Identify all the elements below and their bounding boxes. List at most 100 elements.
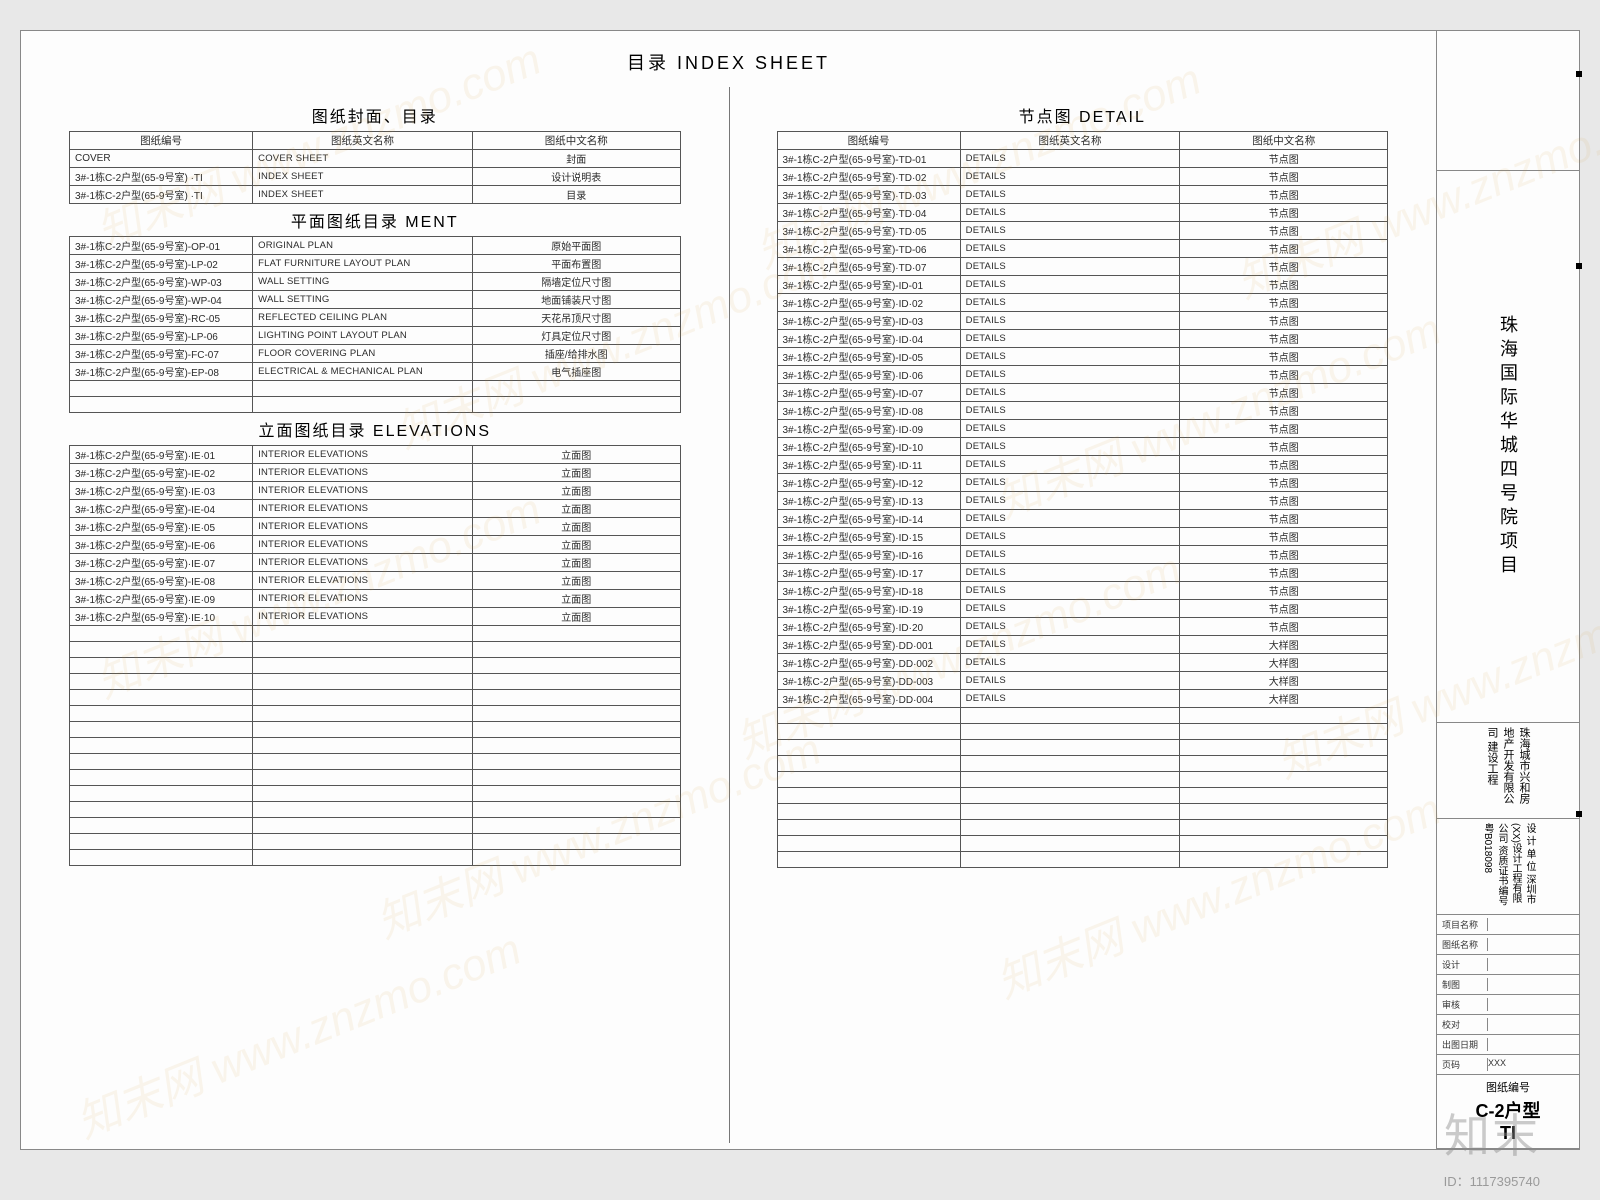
cell: 大样图 [1180, 690, 1388, 708]
table-row: 3#-1栋C-2户型(65-9号室) ·TIINDEX SHEET目录 [70, 186, 681, 204]
table-row: 3#-1栋C-2户型(65-9号室)-LP-02FLAT FURNITURE L… [70, 255, 681, 273]
table-row: 3#-1栋C-2户型(65-9号室)-TD-01DETAILS节点图 [777, 150, 1388, 168]
table-row-blank [777, 820, 1388, 836]
table-row: 3#-1栋C-2户型(65-9号室)·ID·06DETAILS节点图 [777, 366, 1388, 384]
table-row: COVERCOVER SHEET封面 [70, 150, 681, 168]
table-row: 3#-1栋C-2户型(65-9号室)·ID·02DETAILS节点图 [777, 294, 1388, 312]
col-header: 图纸英文名称 [960, 132, 1180, 150]
cell: DETAILS [960, 330, 1180, 348]
tb-meta-row: 制图 [1437, 975, 1579, 995]
tb-meta-value [1488, 918, 1574, 931]
table-row: 3#-1栋C-2户型(65-9号室)·ID·04DETAILS节点图 [777, 330, 1388, 348]
id-stamp: ID：1117395740 [1444, 1171, 1540, 1190]
cell: 节点图 [1180, 474, 1388, 492]
table-row-blank [777, 788, 1388, 804]
cell: 3#-1栋C-2户型(65-9号室)-ID-12 [777, 474, 960, 492]
cell: COVER SHEET [253, 150, 473, 168]
table-row-blank [70, 642, 681, 658]
cell: 3#-1栋C-2户型(65-9号室)·DD·002 [777, 654, 960, 672]
cell: 3#-1栋C-2户型(65-9号室)·TD·05 [777, 222, 960, 240]
cell: DETAILS [960, 690, 1180, 708]
table-row: 3#-1栋C-2户型(65-9号室)·TD·02DETAILS节点图 [777, 168, 1388, 186]
cell: 3#-1栋C-2户型(65-9号室) ·TI [70, 168, 253, 186]
cell: 3#-1栋C-2户型(65-9号室)·IE·10 [70, 608, 253, 626]
cell: 3#-1栋C-2户型(65-9号室)·ID·09 [777, 420, 960, 438]
cell: DETAILS [960, 492, 1180, 510]
table-row-blank [70, 397, 681, 413]
cell: 节点图 [1180, 222, 1388, 240]
table-row: 3#-1栋C-2户型(65-9号室)·IE·03INTERIOR ELEVATI… [70, 482, 681, 500]
tb-meta-value [1488, 998, 1574, 1011]
index-table: 图纸编号图纸英文名称图纸中文名称3#-1栋C-2户型(65-9号室)-TD-01… [777, 131, 1389, 868]
tb-meta-row: 项目名称 [1437, 915, 1579, 935]
cell: 节点图 [1180, 510, 1388, 528]
left-column: 图纸封面、目录图纸编号图纸英文名称图纸中文名称COVERCOVER SHEET封… [21, 81, 729, 1141]
cell: 立面图 [472, 572, 680, 590]
tb-project: 珠海国际华城四号院项目 [1437, 171, 1579, 723]
table-row-blank [70, 834, 681, 850]
cell: 节点图 [1180, 186, 1388, 204]
drawing-area: 目录 INDEX SHEET 图纸封面、目录图纸编号图纸英文名称图纸中文名称CO… [21, 31, 1437, 1149]
cell: DETAILS [960, 312, 1180, 330]
table-row-blank [70, 381, 681, 397]
tb-meta-row: 图纸名称 [1437, 935, 1579, 955]
table-row: 3#-1栋C-2户型(65-9号室)-ID-05DETAILS节点图 [777, 348, 1388, 366]
cell: 节点图 [1180, 600, 1388, 618]
table-row: 3#-1栋C-2户型(65-9号室)·IE·05INTERIOR ELEVATI… [70, 518, 681, 536]
cell: 3#-1栋C-2户型(65-9号室)-ID-01 [777, 276, 960, 294]
cell: 节点图 [1180, 366, 1388, 384]
cell: ELECTRICAL & MECHANICAL PLAN [253, 363, 473, 381]
section-title: 节点图 DETAIL [777, 103, 1389, 127]
table-row: 3#-1栋C-2户型(65-9号室)·TD·05DETAILS节点图 [777, 222, 1388, 240]
cell: DETAILS [960, 582, 1180, 600]
col-header: 图纸编号 [70, 132, 253, 150]
table-row-blank [70, 658, 681, 674]
cell: 节点图 [1180, 330, 1388, 348]
cell: 3#-1栋C-2户型(65-9号室)·TD·04 [777, 204, 960, 222]
table-row: 3#-1栋C-2户型(65-9号室)-WP-03WALL SETTING隔墙定位… [70, 273, 681, 291]
table-row-blank [70, 770, 681, 786]
center-divider [729, 87, 730, 1143]
table-row: 3#-1栋C-2户型(65-9号室)-ID-01DETAILS节点图 [777, 276, 1388, 294]
table-row-blank [70, 690, 681, 706]
cell: 3#-1栋C-2户型(65-9号室)·ID·06 [777, 366, 960, 384]
cell: 3#-1栋C-2户型(65-9号室)-EP-08 [70, 363, 253, 381]
cell: DETAILS [960, 222, 1180, 240]
table-row: 3#-1栋C-2户型(65-9号室)-EP-08ELECTRICAL & MEC… [70, 363, 681, 381]
cell: DETAILS [960, 618, 1180, 636]
cell: 3#-1栋C-2户型(65-9号室) ·TI [70, 186, 253, 204]
cell: 3#-1栋C-2户型(65-9号室)-DD-003 [777, 672, 960, 690]
index-table: 3#-1栋C-2户型(65-9号室)·IE·01INTERIOR ELEVATI… [69, 445, 681, 866]
table-row: 3#-1栋C-2户型(65-9号室)-IE-02INTERIOR ELEVATI… [70, 464, 681, 482]
right-column: 节点图 DETAIL 图纸编号图纸英文名称图纸中文名称3#-1栋C-2户型(65-… [729, 81, 1437, 1141]
cell: 3#-1栋C-2户型(65-9号室)-FC-07 [70, 345, 253, 363]
cell: 节点图 [1180, 582, 1388, 600]
cell: 3#-1栋C-2户型(65-9号室)·ID·15 [777, 528, 960, 546]
table-row: 3#-1栋C-2户型(65-9号室)·IE·01INTERIOR ELEVATI… [70, 446, 681, 464]
table-row: 3#-1栋C-2户型(65-9号室)-ID-16DETAILS节点图 [777, 546, 1388, 564]
cell: 3#-1栋C-2户型(65-9号室)·TD·02 [777, 168, 960, 186]
cell: COVER [70, 150, 253, 168]
cell: REFLECTED CEILING PLAN [253, 309, 473, 327]
cell: 3#-1栋C-2户型(65-9号室)-RC-05 [70, 309, 253, 327]
table-row: 3#-1栋C-2户型(65-9号室)-ID-12DETAILS节点图 [777, 474, 1388, 492]
table-row: 3#-1栋C-2户型(65-9号室)·DD·004DETAILS大样图 [777, 690, 1388, 708]
cell: DETAILS [960, 240, 1180, 258]
cell: 设计说明表 [472, 168, 680, 186]
cell: INTERIOR ELEVATIONS [253, 572, 473, 590]
tb-meta-value [1488, 1038, 1574, 1051]
cell: INTERIOR ELEVATIONS [253, 446, 473, 464]
cell: 3#-1栋C-2户型(65-9号室)·TD·07 [777, 258, 960, 276]
table-row: 3#-1栋C-2户型(65-9号室)·DD·001DETAILS大样图 [777, 636, 1388, 654]
cell: 节点图 [1180, 618, 1388, 636]
cell: 3#-1栋C-2户型(65-9号室)·ID·17 [777, 564, 960, 582]
cell: 3#-1栋C-2户型(65-9号室)-ID-18 [777, 582, 960, 600]
tick [1576, 263, 1582, 269]
table-row-blank [777, 772, 1388, 788]
table-row: 3#-1栋C-2户型(65-9号室)-WP-04WALL SETTING地面铺装… [70, 291, 681, 309]
cell: 3#-1栋C-2户型(65-9号室)·ID·08 [777, 402, 960, 420]
cell: 节点图 [1180, 528, 1388, 546]
table-row: 3#-1栋C-2户型(65-9号室) ·TIINDEX SHEET设计说明表 [70, 168, 681, 186]
col-header: 图纸中文名称 [472, 132, 680, 150]
table-row-blank [70, 706, 681, 722]
